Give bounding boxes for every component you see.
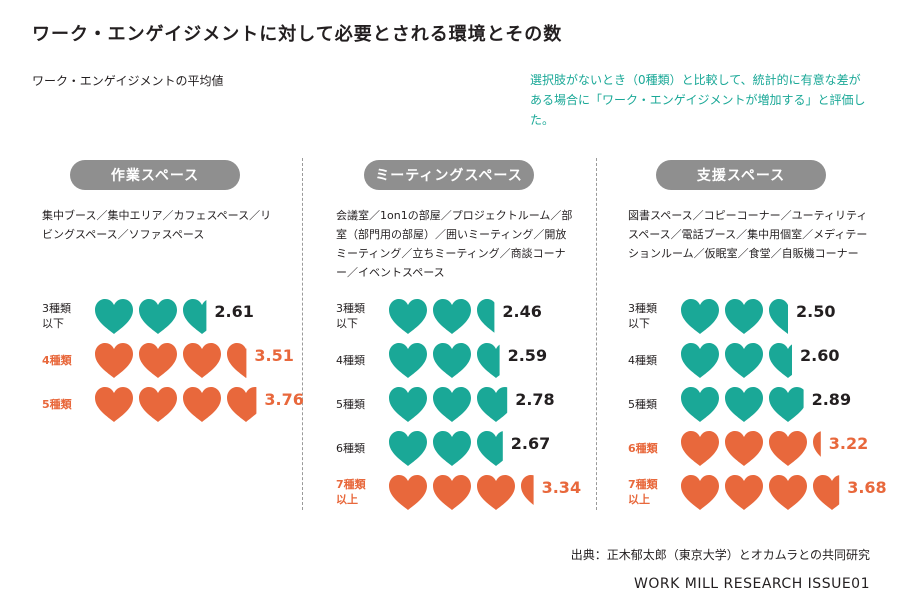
significance-note: 選択肢がないとき（0種類）と比較して、統計的に有意な差がある場合に「ワーク・エン… bbox=[530, 73, 866, 127]
heart-icon bbox=[725, 343, 763, 378]
row-label: 5種類 bbox=[42, 397, 72, 411]
panel-title: 支援スペース bbox=[656, 160, 826, 190]
value-label: 2.78 bbox=[515, 390, 555, 409]
heart-icon bbox=[681, 475, 719, 510]
column-divider bbox=[302, 158, 303, 510]
chart-subtitle: ワーク・エンゲイジメントの平均値 bbox=[32, 74, 224, 88]
heart-bar bbox=[681, 475, 840, 510]
row-label: 6種類 bbox=[336, 441, 365, 455]
value-label: 3.22 bbox=[828, 434, 869, 453]
heart-icon bbox=[433, 431, 471, 466]
panel-title: ミーティングスペース bbox=[364, 160, 534, 190]
panel-items: 集中ブース／集中エリア／カフェスペース／リビングスペース／ソファスペース bbox=[42, 209, 272, 241]
heart-bar bbox=[681, 431, 821, 466]
row-label: 3種類 以下 bbox=[42, 302, 71, 330]
value-label: 2.50 bbox=[796, 302, 836, 321]
heart-bar bbox=[389, 343, 500, 378]
column-divider bbox=[596, 158, 597, 510]
value-label: 2.46 bbox=[502, 302, 542, 321]
value-label: 2.61 bbox=[214, 302, 254, 321]
panel-items: 会議室／1on1の部屋／プロジェクトルーム／部室（部門用の部屋）／囲いミーティン… bbox=[336, 209, 573, 279]
heart-icon bbox=[813, 431, 821, 457]
value-label: 2.60 bbox=[800, 346, 840, 365]
heart-icon bbox=[769, 431, 807, 466]
heart-bar bbox=[95, 387, 257, 422]
heart-icon bbox=[521, 475, 534, 505]
heart-icon bbox=[389, 431, 427, 466]
heart-bar bbox=[389, 387, 508, 422]
heart-icon bbox=[139, 343, 177, 378]
value-label: 2.59 bbox=[507, 346, 548, 365]
row-label: 7種類 以上 bbox=[628, 478, 658, 506]
heart-icon bbox=[183, 299, 207, 334]
heart-icon bbox=[725, 387, 763, 422]
heart-icon bbox=[433, 475, 471, 510]
heart-bar bbox=[389, 299, 495, 334]
heart-icon bbox=[183, 343, 221, 378]
heart-icon bbox=[227, 387, 257, 422]
heart-icon bbox=[477, 387, 508, 422]
heart-icon bbox=[95, 387, 133, 422]
heart-icon bbox=[477, 431, 503, 466]
row-label: 5種類 bbox=[336, 397, 365, 411]
panel-items: 図書スペース／コピーコーナー／ユーティリティスペース／電話ブース／集中用個室／メ… bbox=[628, 209, 868, 260]
heart-icon bbox=[725, 475, 763, 510]
source-credit: 出典：正木郁太郎（東京大学）とオカムラとの共同研究 bbox=[570, 548, 870, 562]
row-label: 4種類 bbox=[628, 353, 657, 367]
heart-icon bbox=[477, 299, 495, 333]
heart-bar bbox=[95, 299, 207, 334]
heart-icon bbox=[389, 387, 427, 422]
heart-icon bbox=[681, 299, 719, 334]
heart-icon bbox=[813, 475, 840, 510]
heart-bar bbox=[389, 431, 503, 466]
heart-icon bbox=[477, 475, 515, 510]
row-label: 3種類 以下 bbox=[336, 302, 365, 330]
chart-title: ワーク・エンゲイジメントに対して必要とされる環境とその数 bbox=[32, 24, 563, 45]
heart-bar bbox=[681, 343, 792, 378]
value-label: 3.51 bbox=[254, 346, 294, 365]
heart-icon bbox=[681, 431, 719, 466]
row-label: 3種類 以下 bbox=[628, 302, 657, 330]
heart-bar bbox=[95, 343, 247, 378]
heart-icon bbox=[95, 299, 133, 334]
heart-icon bbox=[389, 299, 427, 334]
heart-icon bbox=[769, 343, 792, 378]
value-label: 3.76 bbox=[264, 390, 304, 409]
row-label: 4種類 bbox=[42, 353, 72, 367]
heart-icon bbox=[433, 387, 471, 422]
heart-icon bbox=[433, 343, 471, 378]
heart-icon bbox=[139, 299, 177, 334]
panel-title: 作業スペース bbox=[70, 160, 240, 190]
heart-icon bbox=[139, 387, 177, 422]
heart-icon bbox=[725, 299, 763, 334]
heart-icon bbox=[477, 343, 500, 378]
heart-icon bbox=[183, 387, 221, 422]
heart-bar bbox=[681, 299, 788, 334]
heart-icon bbox=[769, 299, 788, 334]
heart-icon bbox=[227, 343, 247, 378]
heart-bar bbox=[681, 387, 804, 422]
brand-footer: WORK MILL RESEARCH ISSUE01 bbox=[634, 576, 870, 592]
value-label: 2.89 bbox=[811, 390, 852, 409]
heart-icon bbox=[769, 387, 804, 422]
heart-icon bbox=[725, 431, 763, 466]
value-label: 3.68 bbox=[847, 478, 887, 497]
row-label: 4種類 bbox=[336, 353, 365, 367]
heart-icon bbox=[433, 299, 471, 334]
row-label: 5種類 bbox=[628, 397, 657, 411]
heart-icon bbox=[769, 475, 807, 510]
value-label: 2.67 bbox=[510, 434, 551, 453]
heart-icon bbox=[681, 387, 719, 422]
heart-icon bbox=[389, 343, 427, 378]
row-label: 7種類 以上 bbox=[336, 478, 366, 506]
heart-icon bbox=[95, 343, 133, 378]
heart-bar bbox=[389, 475, 534, 510]
heart-icon bbox=[681, 343, 719, 378]
heart-icon bbox=[389, 475, 427, 510]
row-label: 6種類 bbox=[628, 441, 658, 455]
value-label: 3.34 bbox=[541, 478, 582, 497]
